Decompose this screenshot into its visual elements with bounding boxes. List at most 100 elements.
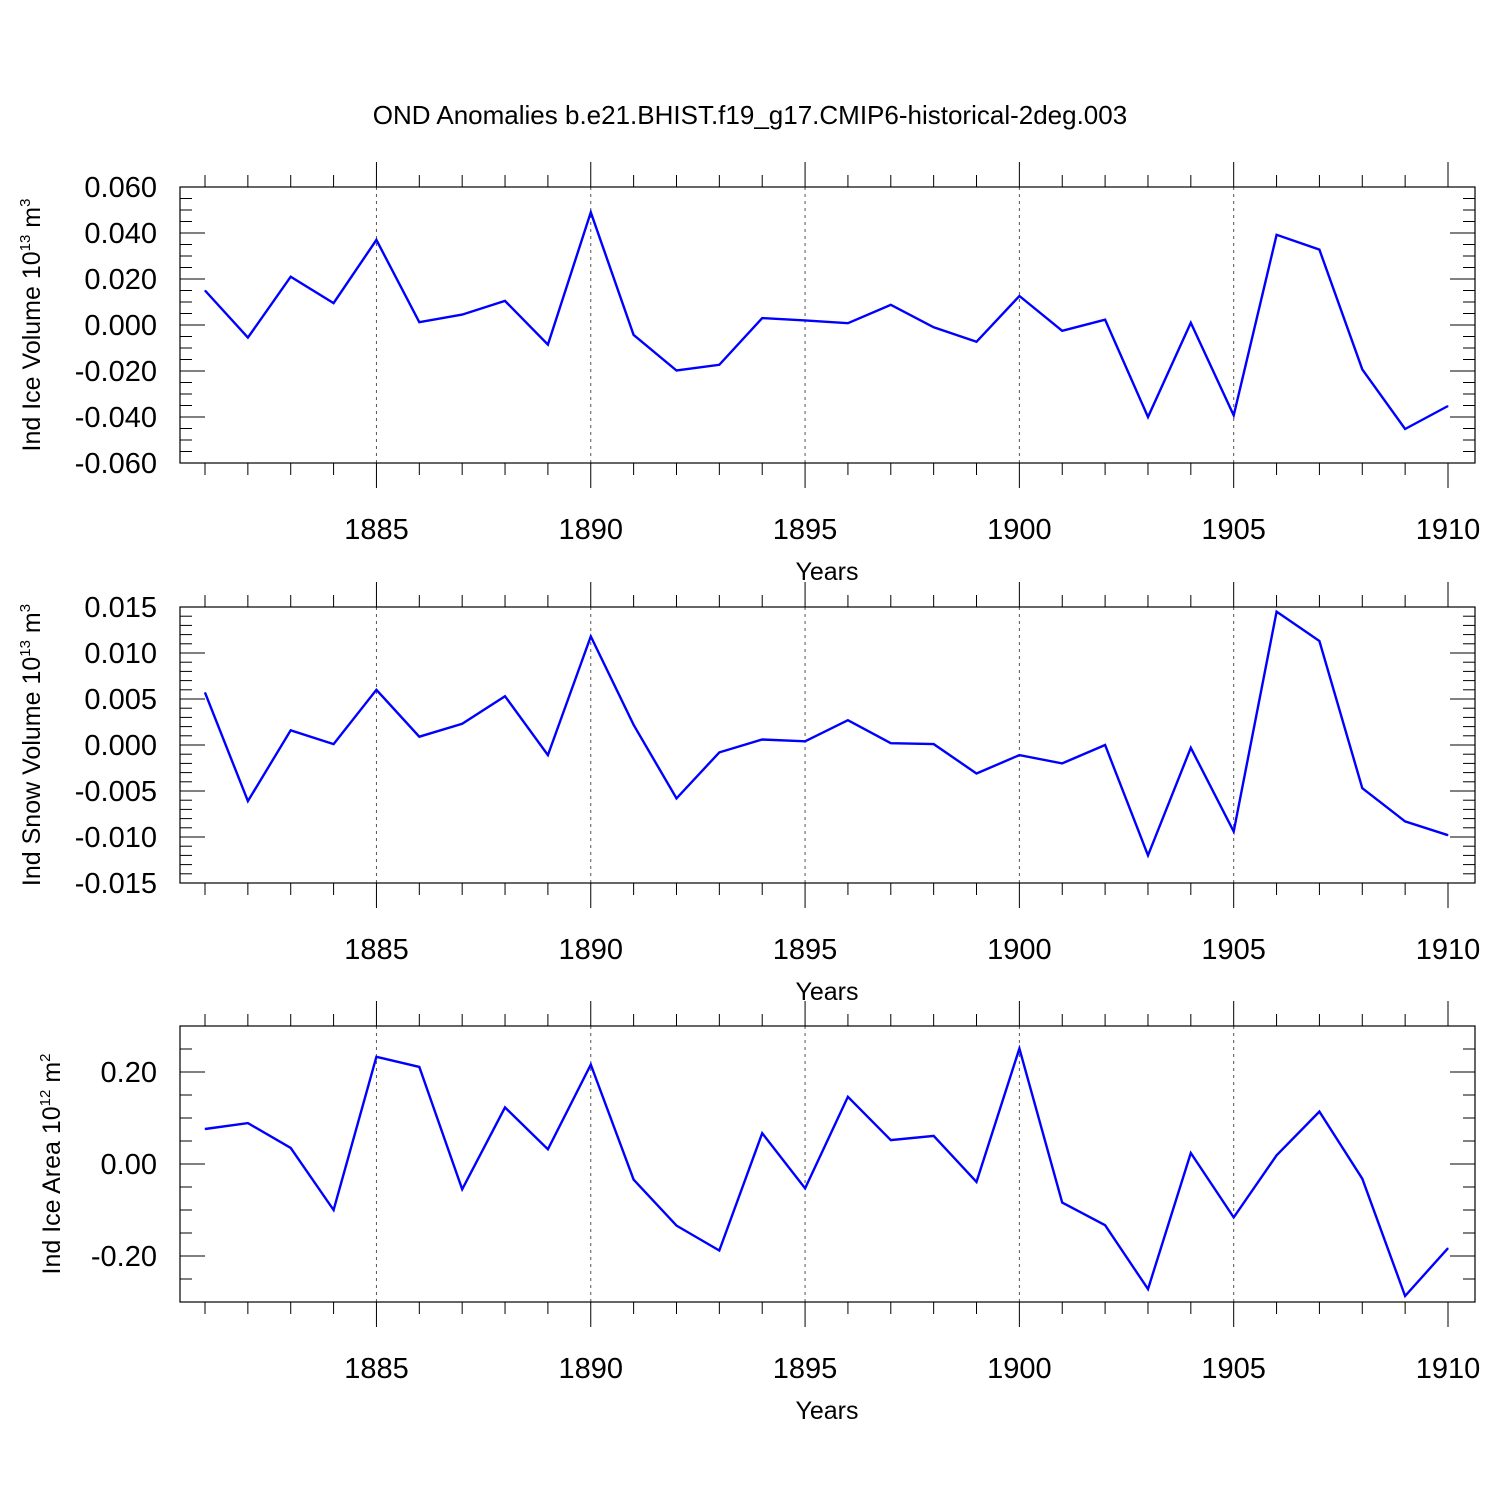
y-axis-label-superscript: 12	[37, 1090, 54, 1107]
x-tick-label: 1885	[344, 514, 409, 546]
data-point-1881	[204, 1128, 206, 1130]
data-point-1906	[1276, 1154, 1278, 1156]
data-point-1908	[1361, 368, 1363, 370]
data-point-1900	[1018, 295, 1020, 297]
data-point-1894	[761, 738, 763, 740]
data-point-1892	[675, 1225, 677, 1227]
data-point-1896	[847, 1096, 849, 1098]
data-point-1910	[1447, 405, 1449, 407]
data-point-1897	[890, 304, 892, 306]
y-tick-label: -0.010	[75, 822, 157, 854]
y-tick-label: 0.000	[84, 310, 157, 342]
data-point-1905	[1233, 830, 1235, 832]
y-tick-label: 0.060	[84, 172, 157, 204]
data-point-1888	[504, 695, 506, 697]
y-tick-label: -0.20	[91, 1241, 157, 1273]
data-point-1899	[976, 1181, 978, 1183]
data-point-1897	[890, 742, 892, 744]
y-tick-label: 0.005	[84, 684, 157, 716]
data-point-1884	[333, 302, 335, 304]
data-point-1905	[1233, 1216, 1235, 1218]
x-tick-label: 1895	[773, 934, 838, 966]
y-axis-label-text: m	[38, 1062, 66, 1090]
x-tick-label: 1910	[1416, 1353, 1481, 1385]
y-axis-label-text: Ind Snow Volume 10	[18, 657, 46, 886]
data-point-1900	[1018, 1048, 1020, 1050]
y-axis-label-text: m	[18, 612, 46, 640]
data-point-1904	[1190, 322, 1192, 324]
x-tick-label: 1910	[1416, 514, 1481, 546]
x-axis-label: Years	[795, 978, 858, 1006]
series-line	[203, 609, 1449, 859]
data-point-1903	[1147, 854, 1149, 856]
data-point-1905	[1233, 414, 1235, 416]
y-tick-label: 0.20	[101, 1057, 157, 1089]
data-point-1910	[1447, 1247, 1449, 1249]
data-point-1896	[847, 719, 849, 721]
data-point-1907	[1318, 640, 1320, 642]
y-tick-label: 0.015	[84, 592, 157, 624]
data-point-1892	[675, 797, 677, 799]
y-axis-label-text: Ind Ice Area 10	[38, 1106, 66, 1274]
data-point-1906	[1276, 611, 1278, 613]
y-tick-label: -0.005	[75, 776, 157, 808]
data-point-1881	[204, 692, 206, 694]
data-point-1902	[1104, 744, 1106, 746]
data-point-1909	[1404, 1295, 1406, 1297]
data-point-1885	[375, 689, 377, 691]
y-axis-label-superscript: 3	[17, 199, 34, 207]
data-point-1888	[504, 1106, 506, 1108]
data-point-1883	[290, 276, 292, 278]
data-point-1903	[1147, 416, 1149, 418]
plot-frame	[179, 186, 1476, 464]
data-point-1889	[547, 754, 549, 756]
data-point-1885	[375, 1056, 377, 1058]
data-point-1890	[590, 635, 592, 637]
y-axis-label-superscript: 13	[17, 640, 34, 657]
y-tick-label: 0.000	[84, 730, 157, 762]
data-point-1892	[675, 370, 677, 372]
data-point-1882	[247, 800, 249, 802]
data-point-1889	[547, 1148, 549, 1150]
y-tick-label: -0.060	[75, 448, 157, 480]
y-tick-label: 0.00	[101, 1149, 157, 1181]
data-point-1894	[761, 1132, 763, 1134]
x-tick-label: 1910	[1416, 934, 1481, 966]
data-point-1902	[1104, 319, 1106, 321]
data-point-1887	[461, 314, 463, 316]
data-point-1899	[976, 773, 978, 775]
x-tick-label: 1885	[344, 934, 409, 966]
series-line	[204, 1044, 1449, 1299]
y-tick-label: -0.040	[75, 402, 157, 434]
x-tick-label: 1890	[559, 934, 624, 966]
data-point-1899	[976, 341, 978, 343]
data-point-1887	[461, 1188, 463, 1190]
data-point-1890	[590, 211, 592, 213]
data-point-1901	[1061, 762, 1063, 764]
x-axis-label: Years	[795, 1397, 858, 1425]
data-point-1909	[1404, 428, 1406, 430]
data-point-1891	[633, 1179, 635, 1181]
x-tick-label: 1885	[344, 1353, 409, 1385]
x-tick-label: 1905	[1201, 514, 1266, 546]
data-point-1887	[461, 723, 463, 725]
data-point-1897	[890, 1139, 892, 1141]
data-point-1908	[1361, 787, 1363, 789]
x-tick-label: 1900	[987, 934, 1052, 966]
series-line	[204, 208, 1449, 431]
data-point-1881	[204, 290, 206, 291]
data-point-1882	[247, 1122, 249, 1124]
chart-panel-2: 0.015 0.010 0.005 0.000 -0.005 -0.010 -0.015 18…	[17, 582, 1480, 1006]
data-point-1888	[504, 300, 506, 302]
y-axis-label: Ind Ice Volume 1013 m3	[17, 199, 46, 452]
data-point-1886	[418, 1066, 420, 1068]
x-tick-label: 1890	[559, 514, 624, 546]
data-point-1898	[933, 1135, 935, 1137]
data-point-1909	[1404, 820, 1406, 822]
data-point-1901	[1061, 1202, 1063, 1204]
y-tick-label: 0.020	[84, 264, 157, 296]
x-tick-label: 1905	[1201, 1353, 1266, 1385]
y-axis-label-superscript: 2	[37, 1054, 54, 1062]
plot-frame	[179, 606, 1476, 884]
y-axis-label: Ind Snow Volume 1013 m3	[17, 604, 46, 886]
